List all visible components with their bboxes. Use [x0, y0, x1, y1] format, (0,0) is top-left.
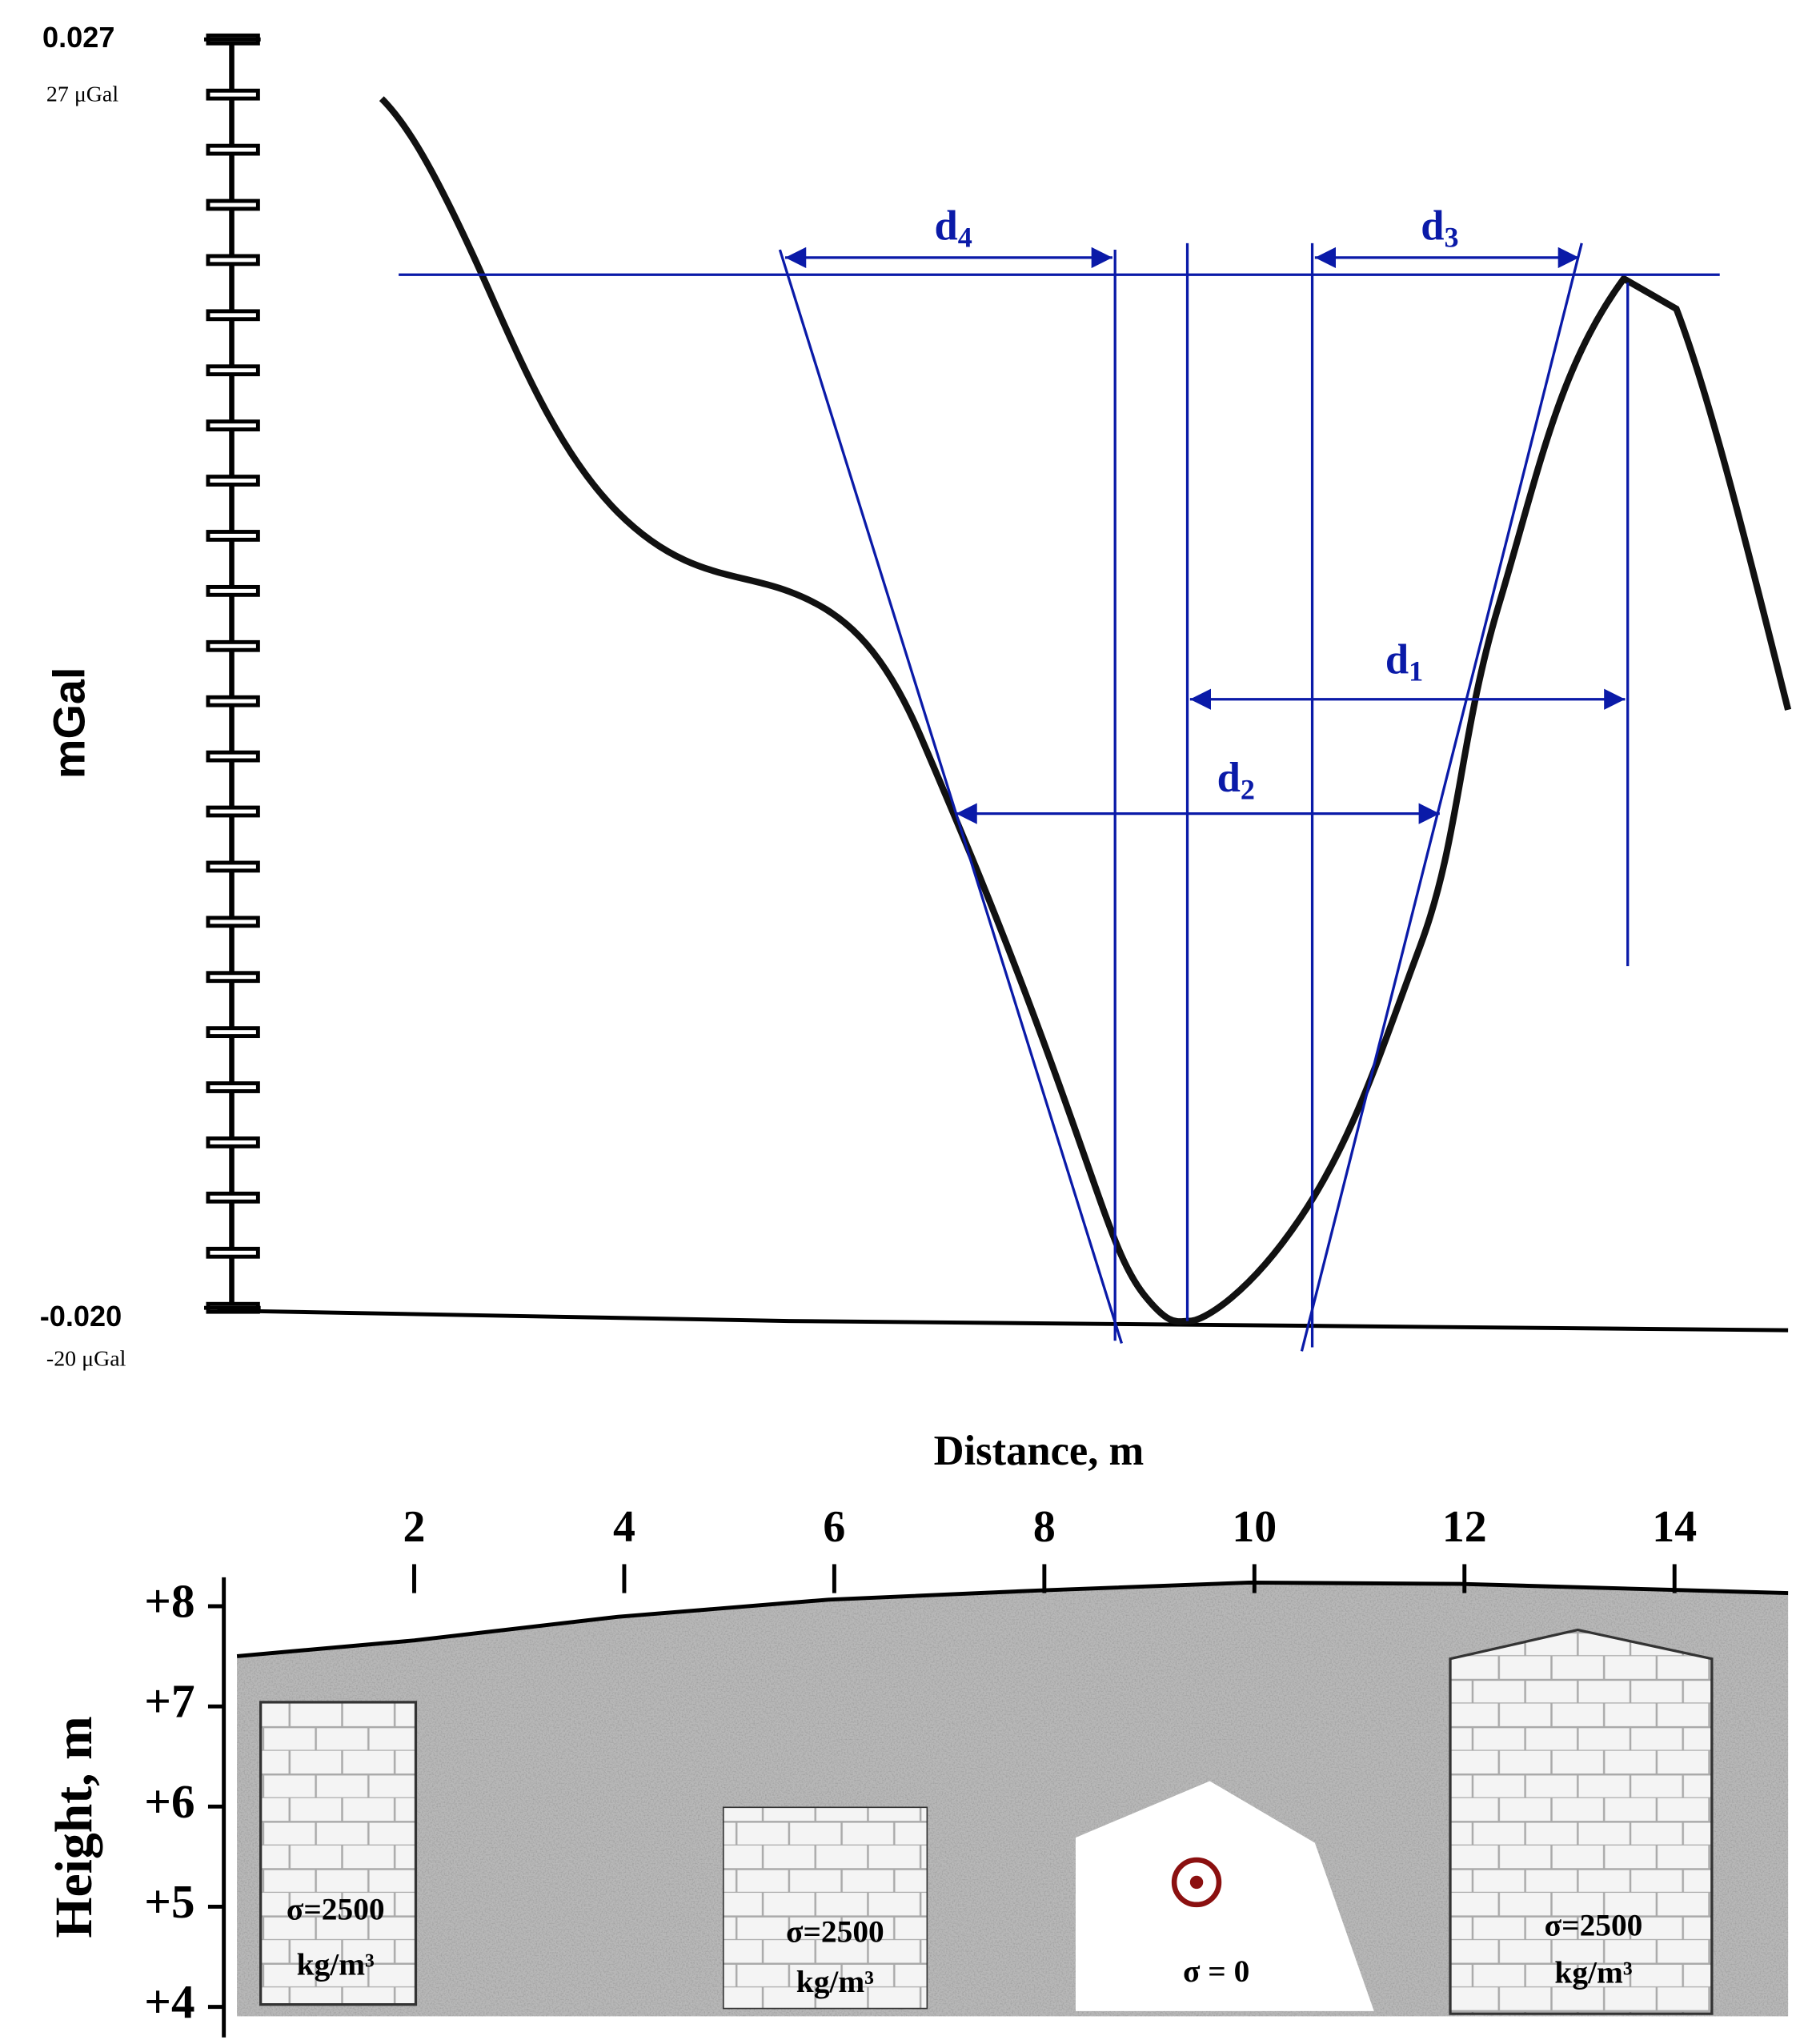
symbol: d — [935, 202, 958, 249]
y-tick-label: +5 — [144, 1875, 194, 1928]
body-density: σ=2500 — [786, 1914, 884, 1950]
gravity-curve — [379, 96, 1792, 1325]
axis-box — [206, 530, 260, 542]
x-tick-label: 6 — [823, 1502, 845, 1552]
body-unit: kg/m³ — [1554, 1955, 1632, 1990]
symbol: d — [1217, 755, 1241, 801]
cavity — [1075, 1781, 1374, 2011]
axis-box — [206, 584, 260, 597]
subscript: 3 — [1444, 222, 1458, 254]
axis-box — [206, 1081, 260, 1093]
block — [259, 1701, 418, 2006]
axis-box — [206, 254, 260, 267]
top-label: 0.027 — [42, 21, 114, 54]
block — [1449, 1628, 1714, 2015]
body-unit: kg/m³ — [796, 1964, 874, 1999]
x-tick-label: 2 — [403, 1502, 426, 1552]
distance-symbol: d3 — [1421, 202, 1458, 253]
bottom-micro: -20 μGal — [46, 1346, 126, 1371]
axis-box — [206, 750, 260, 763]
target — [1171, 1857, 1222, 1908]
x-tick-label: 12 — [1442, 1502, 1487, 1552]
symbol: d — [1421, 202, 1444, 249]
axis-box — [206, 916, 260, 928]
gravity-axis — [204, 33, 261, 1314]
axis-box — [206, 143, 260, 156]
block — [722, 1806, 928, 2010]
construction-lines — [399, 242, 1720, 1352]
axis-box — [206, 1246, 260, 1259]
target-center — [1189, 1875, 1204, 1890]
x-tick-label: 10 — [1232, 1502, 1277, 1552]
axis-box — [206, 1191, 260, 1204]
axis-box — [206, 860, 260, 873]
ground-texture — [237, 1582, 1789, 2017]
y-tick-label: +8 — [144, 1575, 194, 1628]
unit-label: mGal — [44, 667, 94, 780]
axis-box — [206, 1136, 260, 1148]
surface — [236, 1580, 1789, 1658]
distance-symbol: d1 — [1385, 636, 1423, 687]
x-tick-label: 4 — [613, 1502, 635, 1552]
axis-box — [206, 309, 260, 322]
baseline — [217, 1309, 1789, 1333]
body-unit: kg/m³ — [297, 1947, 375, 1982]
bottom-label: -0.020 — [40, 1300, 122, 1333]
axis-box — [206, 1026, 260, 1039]
top-micro: 27 μGal — [46, 82, 118, 106]
y-tick-label: +7 — [144, 1675, 194, 1728]
axis-box — [206, 88, 260, 101]
axis-box — [206, 364, 260, 377]
axis-box — [206, 805, 260, 818]
x-tick-label: 14 — [1652, 1502, 1697, 1552]
subscript: 2 — [1241, 774, 1255, 806]
distance-symbol: d2 — [1217, 755, 1255, 805]
body-density: σ = 0 — [1183, 1954, 1249, 1989]
x-tick-label: 8 — [1033, 1502, 1056, 1552]
y-tick-label: +6 — [144, 1775, 194, 1828]
axis-box — [206, 198, 260, 211]
distance-label: Distance, m — [934, 1428, 1145, 1474]
axis-box — [206, 419, 260, 432]
axis-box — [206, 971, 260, 984]
subscript: 4 — [958, 222, 972, 254]
axis-box — [206, 475, 260, 487]
axis-box — [206, 695, 260, 707]
distance-symbol: d4 — [935, 202, 972, 253]
symbol: d — [1385, 636, 1409, 683]
body-density: σ=2500 — [1545, 1907, 1643, 1942]
height-label: Height, m — [45, 1716, 103, 1938]
subscript: 1 — [1409, 655, 1423, 687]
axis-box — [206, 639, 260, 652]
body-density: σ=2500 — [287, 1892, 385, 1927]
y-tick-label: +4 — [144, 1975, 194, 2028]
